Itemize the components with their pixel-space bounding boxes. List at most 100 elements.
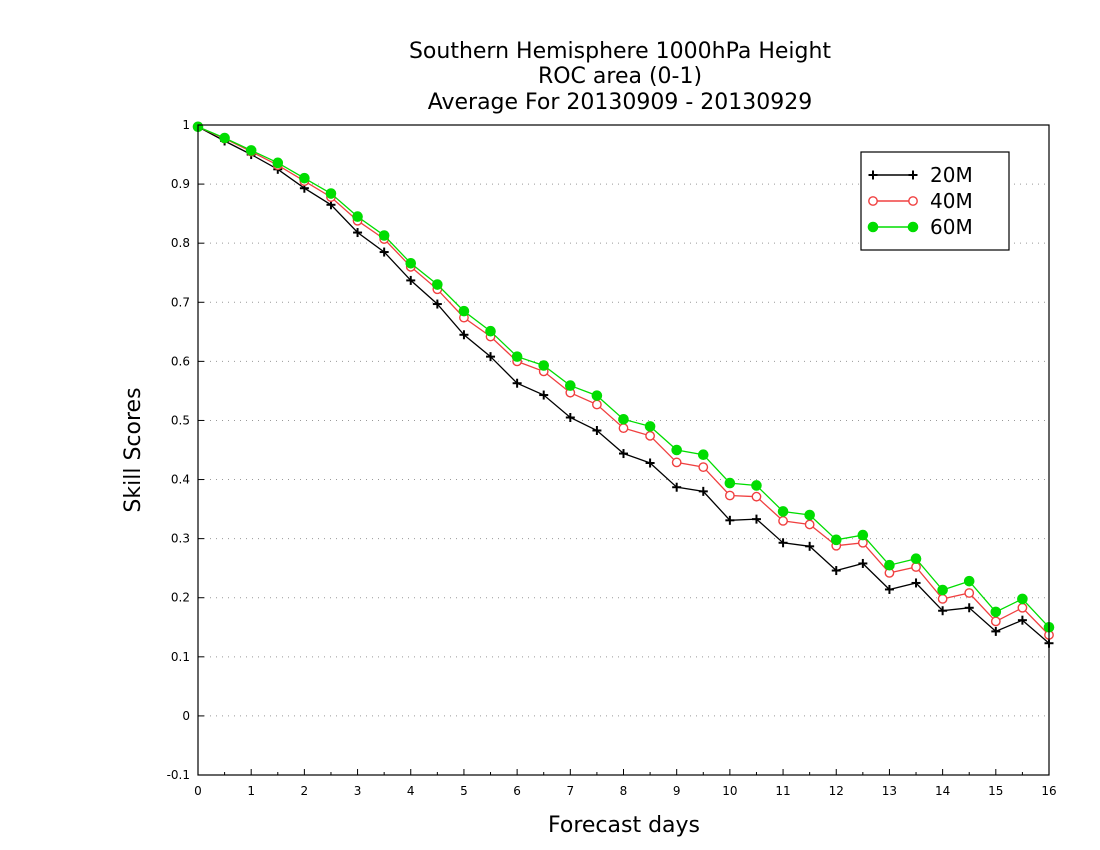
data-point-60m xyxy=(884,559,895,571)
data-point-60m xyxy=(990,606,1002,618)
data-point-40m xyxy=(751,491,762,502)
data-point-60m xyxy=(830,534,842,546)
series-layer xyxy=(192,121,1055,648)
series-60m xyxy=(192,121,1055,633)
title-line-2: ROC area (0-1) xyxy=(538,64,702,89)
data-point-60m xyxy=(245,145,257,156)
x-tick-label: 1 xyxy=(247,784,255,798)
legend-marker-end xyxy=(908,196,918,206)
data-point-20m xyxy=(751,514,761,524)
legend-entry-40m: 40M xyxy=(868,189,973,213)
data-point-60m xyxy=(671,444,682,456)
data-point-60m xyxy=(405,257,417,269)
y-tick-label: 0.4 xyxy=(171,473,190,487)
legend-marker-start xyxy=(868,196,878,206)
data-point-60m xyxy=(458,305,470,317)
y-tick-label: 0.9 xyxy=(171,177,190,191)
x-tick-label: 7 xyxy=(566,784,574,798)
data-point-20m xyxy=(619,449,628,459)
data-point-60m xyxy=(219,132,230,144)
data-point-60m xyxy=(299,172,310,184)
legend-marker-end xyxy=(908,170,918,180)
x-tick-label: 3 xyxy=(354,784,362,798)
data-point-40m xyxy=(937,594,948,604)
data-point-20m xyxy=(592,426,602,435)
data-point-60m xyxy=(538,360,550,371)
data-point-60m xyxy=(1017,593,1028,605)
y-tick-label: 0.6 xyxy=(171,354,190,368)
x-axis-ticks: 0 1 2 3 4 5 6 7 8 9 10 11 12 13 14 15 16 xyxy=(194,769,1057,798)
data-point-20m xyxy=(725,515,735,525)
data-point-20m xyxy=(858,558,868,568)
data-point-20m xyxy=(884,584,894,594)
x-tick-label: 9 xyxy=(673,784,681,798)
data-point-60m xyxy=(751,480,762,491)
data-point-60m xyxy=(378,230,390,241)
x-axis-label: Forecast days xyxy=(548,813,700,838)
data-point-20m xyxy=(778,538,788,548)
data-point-20m xyxy=(645,458,655,468)
data-point-40m xyxy=(724,490,735,501)
data-point-20m xyxy=(512,378,522,388)
y-axis-label: Skill Scores xyxy=(121,387,146,512)
data-point-40m xyxy=(778,516,788,526)
y-tick-label: 0.2 xyxy=(171,591,190,605)
data-point-20m xyxy=(991,626,1001,636)
data-point-40m xyxy=(804,519,815,530)
x-tick-label: 0 xyxy=(194,784,202,798)
data-point-60m xyxy=(511,351,523,362)
y-tick-label: 0.1 xyxy=(171,650,190,664)
x-tick-label: 8 xyxy=(620,784,628,798)
data-point-20m xyxy=(459,330,469,340)
data-point-20m xyxy=(1017,615,1027,625)
data-point-60m xyxy=(591,390,603,401)
data-point-60m xyxy=(325,188,337,199)
legend-entry-60m: 60M xyxy=(867,215,973,239)
data-point-20m xyxy=(486,352,496,362)
data-point-20m xyxy=(911,578,921,588)
data-point-60m xyxy=(352,211,363,222)
data-point-60m xyxy=(724,477,736,489)
x-tick-label: 12 xyxy=(829,784,844,798)
x-tick-label: 4 xyxy=(407,784,415,798)
data-point-60m xyxy=(697,449,709,461)
y-tick-label: 0 xyxy=(182,709,190,723)
y-tick-label: 0.3 xyxy=(171,532,190,546)
data-point-20m xyxy=(539,390,549,400)
x-tick-label: 14 xyxy=(935,784,950,798)
data-point-40m xyxy=(964,588,975,598)
data-point-40m xyxy=(698,462,709,473)
data-point-40m xyxy=(645,430,655,441)
data-point-60m xyxy=(910,553,922,565)
x-tick-label: 13 xyxy=(882,784,897,798)
title-line-3: Average For 20130909 - 20130929 xyxy=(428,90,813,115)
data-point-20m xyxy=(379,247,389,257)
data-point-20m xyxy=(565,413,575,422)
data-point-40m xyxy=(618,423,629,434)
data-point-20m xyxy=(353,228,363,238)
data-point-60m xyxy=(644,421,656,432)
legend-label-20m: 20M xyxy=(930,163,973,187)
data-point-60m xyxy=(618,413,629,425)
data-point-20m xyxy=(432,299,442,309)
data-point-60m xyxy=(485,325,496,337)
data-point-60m xyxy=(565,380,576,391)
legend-marker-start xyxy=(868,170,878,180)
x-tick-label: 10 xyxy=(722,784,737,798)
data-point-40m xyxy=(671,457,682,468)
y-axis-ticks: -0.1 0 0.1 0.2 0.3 0.4 0.5 0.6 0.7 0.8 0.9 1 xyxy=(167,118,204,782)
x-tick-label: 15 xyxy=(988,784,1003,798)
data-point-20m xyxy=(831,566,841,576)
y-tick-label: 0.7 xyxy=(171,295,190,309)
y-tick-label: 0.5 xyxy=(171,413,190,427)
data-point-60m xyxy=(937,584,948,596)
data-point-60m xyxy=(857,529,869,541)
data-point-20m xyxy=(805,541,815,551)
data-point-60m xyxy=(804,509,815,521)
y-tick-label: -0.1 xyxy=(167,768,190,782)
data-point-60m xyxy=(777,506,789,517)
data-point-40m xyxy=(592,399,602,410)
x-tick-label: 11 xyxy=(775,784,790,798)
data-point-20m xyxy=(698,486,708,496)
chart-title: Southern Hemisphere 1000hPa Height ROC a… xyxy=(409,39,831,115)
